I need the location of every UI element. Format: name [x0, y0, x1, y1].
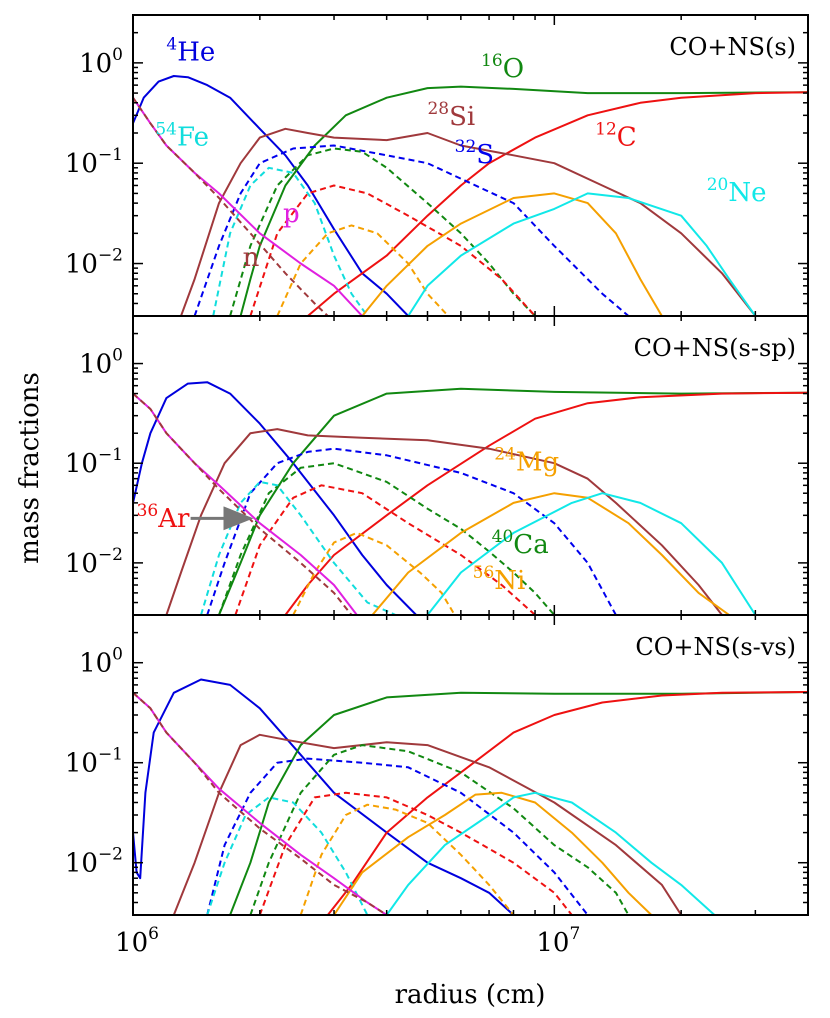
series-28si-line — [165, 428, 723, 615]
y-tick-label: 10−1 — [65, 745, 123, 779]
series-32s-dashed-line — [193, 144, 630, 316]
label-40ca: 40Ca — [492, 527, 549, 560]
y-tick-label: 10−2 — [65, 246, 123, 280]
series-n-dashed-line — [133, 97, 329, 316]
y-tick-label: 10−2 — [65, 845, 123, 879]
label-p: p — [283, 199, 300, 229]
series-28si-line — [180, 127, 757, 316]
label-28si: 28Si — [427, 99, 475, 132]
series-54fe-dashed-line — [212, 166, 369, 316]
series-56ni-dashed-line — [292, 531, 456, 615]
label-54fe: 54Fe — [155, 120, 209, 153]
series-n-dashed-line — [133, 392, 353, 615]
series-40ca-dashed-line — [218, 462, 556, 615]
series-36ar-dashed-line — [234, 484, 536, 615]
label-32s: 32S — [455, 137, 494, 170]
series-group — [133, 381, 808, 615]
x-tick-label: 107 — [536, 924, 580, 958]
series-16o-line — [218, 387, 808, 615]
series-54fe-dashed-line — [200, 480, 397, 615]
series-40ca-dashed-line — [249, 744, 630, 915]
panel-3: 100 10−1 10−2 CO+NS(s-vs) — [65, 614, 809, 916]
label-24mg: 24Mg — [494, 444, 559, 477]
x-tick-label: 106 — [115, 924, 159, 958]
series-group — [133, 75, 808, 316]
series-12c-line — [307, 91, 808, 316]
label-36ar: 36Ar — [137, 501, 190, 534]
label-4he: 4He — [166, 35, 215, 68]
series-12c-line — [284, 391, 808, 615]
y-tick-label: 10−2 — [65, 545, 123, 579]
series-4he-line — [133, 678, 515, 915]
series-32s-dashed-line — [206, 447, 617, 615]
series-36ar-dashed-line — [249, 184, 536, 316]
label-56ni: 56Ni — [473, 563, 526, 596]
label-n: n — [243, 243, 260, 273]
series-4he-line — [133, 75, 409, 316]
y-tick-label: 10−1 — [65, 445, 123, 479]
y-axis-title: mass fractions — [15, 372, 45, 564]
y-tick-label: 100 — [79, 45, 123, 79]
series-20ne-line — [385, 791, 716, 915]
y-tick-label: 10−1 — [65, 145, 123, 179]
series-20ne-line — [407, 192, 757, 316]
series-24mg-line — [371, 492, 730, 615]
series-36ar-dashed-line — [258, 791, 573, 915]
y-tick-label: 100 — [79, 645, 123, 679]
series-56ni-dashed-line — [299, 803, 515, 915]
series-4he-line — [133, 381, 417, 615]
series-24mg-line — [333, 791, 653, 915]
series-12c-line — [327, 691, 808, 915]
label-12c: 12C — [595, 120, 637, 153]
label-20ne: 20Ne — [707, 175, 767, 208]
series-56ni-dashed-line — [276, 224, 449, 316]
panel-title: CO+NS(s) — [669, 33, 796, 61]
series-16o-line — [229, 691, 808, 915]
panel-title: CO+NS(s-sp) — [634, 334, 796, 362]
series-40ca-dashed-line — [229, 147, 536, 316]
series-32s-dashed-line — [206, 757, 589, 915]
series-p-line — [133, 692, 388, 915]
series-group — [133, 678, 808, 915]
x-tick-labels: 106 107 — [115, 924, 580, 958]
x-axis-title: radius (cm) — [395, 980, 546, 1010]
series-54fe-dashed-line — [206, 796, 369, 915]
series-16o-line — [239, 85, 808, 316]
y-tick-label: 100 — [79, 346, 123, 380]
series-20ne-line — [426, 492, 757, 615]
series-24mg-line — [361, 192, 663, 316]
label-16o: 16O — [481, 51, 524, 84]
panel-title: CO+NS(s-vs) — [635, 633, 796, 661]
panel-frame — [132, 614, 809, 916]
